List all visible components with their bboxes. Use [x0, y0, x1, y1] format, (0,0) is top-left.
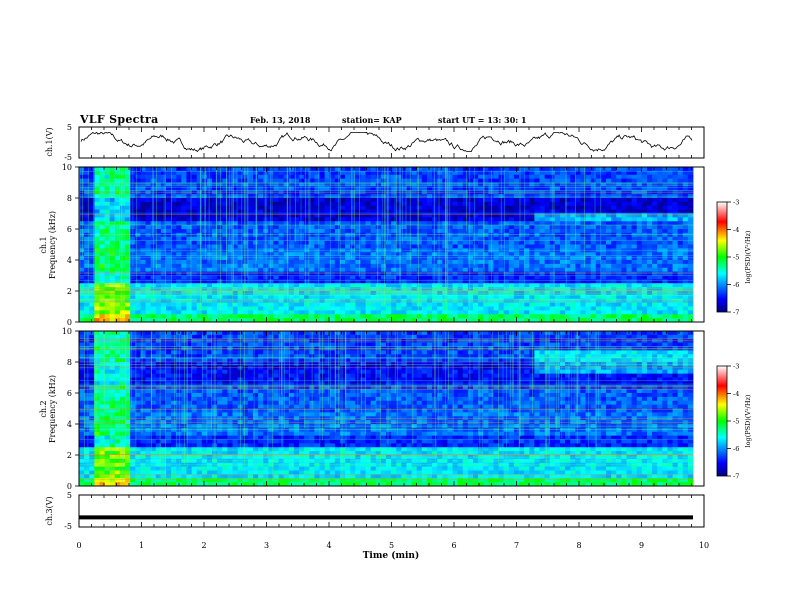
spectrogram-ytick: 10 [62, 327, 72, 336]
x-tick-label: 5 [389, 541, 394, 550]
colorbar-tick-label: -3 [733, 363, 739, 371]
x-tick-label: 7 [514, 541, 519, 550]
ch1-spectrogram-channel-label: ch.1 [39, 236, 48, 253]
start-time-label: start UT = 13: 30: 1 [438, 115, 527, 125]
ch2-colorbar: -3 -4 -5 -6 -7 log(PSD)(V²/Hz) [716, 363, 752, 481]
spectrogram-ytick: 6 [67, 225, 72, 234]
x-tick-label: 0 [76, 541, 81, 550]
ch3-ytick-top: 5 [67, 491, 72, 500]
ch1-colorbar: -3 -4 -5 -6 -7 log(PSD)(V²/Hz) [716, 199, 752, 317]
ch1-waveform-frame [78, 126, 705, 159]
ch1-spectrogram-ylabel: Frequency (kHz) [48, 211, 57, 279]
spectrogram-ytick: 2 [67, 451, 72, 460]
x-tick-label: 4 [326, 541, 331, 550]
ch1-ytick-bottom: -5 [64, 153, 72, 162]
x-axis-label: Time (min) [363, 550, 420, 561]
colorbar-tick-label: -7 [733, 473, 739, 481]
colorbar-tick-label: -4 [733, 226, 739, 234]
colorbar-tick-label: -3 [733, 199, 739, 207]
ch2-spectrogram-ylabel: Frequency (kHz) [48, 375, 57, 443]
ch3-ytick-bottom: -5 [64, 522, 72, 531]
x-tick-label: 3 [264, 541, 269, 550]
x-tick-label: 1 [139, 541, 144, 550]
ch1-spectrogram-panel: 0 2 4 6 8 10 ch.1 Frequency (kHz) [39, 163, 705, 327]
ch2-spectrogram-image [79, 331, 704, 487]
colorbar-tick-label: -5 [733, 254, 739, 262]
station-label: station= KAP [342, 115, 402, 125]
ch2-spectrogram-panel: 0 2 4 6 8 10 ch.2 Frequency (kHz) [39, 327, 705, 491]
ch3-ylabel: ch.3(V) [45, 496, 54, 525]
ch1-waveform-panel: 5 -5 ch.1(V) [45, 123, 705, 162]
ch1-colorbar-gradient [716, 201, 728, 313]
ch2-colorbar-label: log(PSD)(V²/Hz) [744, 394, 752, 447]
x-tick-marks [78, 127, 705, 527]
colorbar-tick-label: -4 [733, 390, 739, 398]
ch1-ylabel: ch.1(V) [45, 127, 54, 156]
colorbar-tick-label: -6 [733, 445, 739, 453]
spectrogram-ytick: 6 [67, 389, 72, 398]
spectrogram-ytick: 2 [67, 287, 72, 296]
colorbar-tick-label: -5 [733, 418, 739, 426]
spectrogram-ytick: 4 [67, 420, 72, 429]
x-tick-label: 2 [201, 541, 206, 550]
colorbar-tick-label: -6 [733, 281, 739, 289]
spectrogram-ytick: 10 [62, 163, 72, 172]
date-label: Feb. 13, 2018 [250, 115, 311, 125]
ch2-spectrogram-channel-label: ch.2 [39, 400, 48, 417]
ch1-spectrogram-image [79, 167, 704, 323]
x-tick-label: 6 [451, 541, 456, 550]
x-tick-label: 8 [576, 541, 581, 550]
x-tick-label: 9 [639, 541, 644, 550]
x-tick-label: 10 [699, 541, 709, 550]
spectrogram-ytick: 4 [67, 256, 72, 265]
ch3-waveform-frame [78, 494, 705, 528]
spectrogram-ytick: 8 [67, 358, 72, 367]
spectrogram-ytick: 0 [67, 318, 72, 327]
ch2-colorbar-gradient [716, 365, 728, 477]
ch1-ytick-top: 5 [67, 123, 72, 132]
ch1-colorbar-label: log(PSD)(V²/Hz) [744, 230, 752, 283]
ch1-trace [80, 131, 693, 153]
colorbar-tick-label: -7 [733, 309, 739, 317]
ch3-waveform-panel: 5 -5 ch.3(V) 0 1 2 3 4 5 6 7 8 9 10 Time (min) [45, 491, 709, 561]
spectrogram-ytick: 0 [67, 482, 72, 491]
chart-title: VLF Spectra [80, 113, 159, 126]
spectrogram-ytick: 8 [67, 194, 72, 203]
